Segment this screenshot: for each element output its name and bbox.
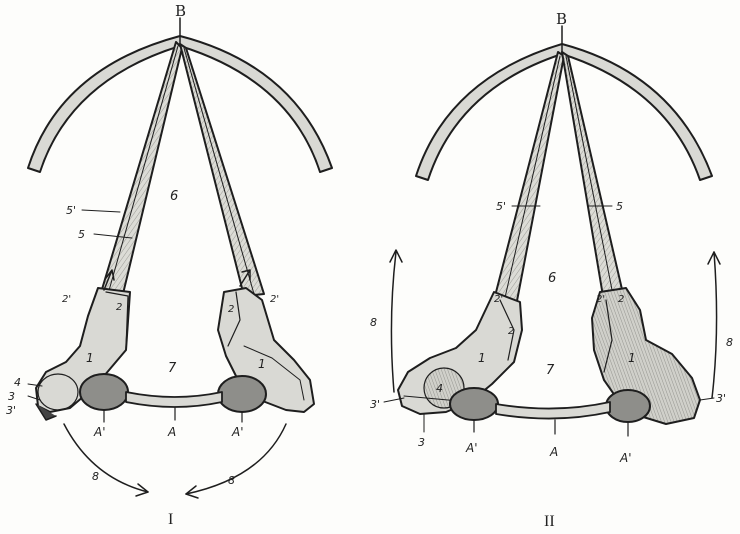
label-Aprime-right-I: A' [231,425,244,439]
label-8-left-II: 8 [370,316,377,329]
label-3prime-I: 3' [6,404,16,417]
label-2-left-II: 2 [508,326,514,337]
label-Aprime-left-I: A' [93,425,106,439]
label-5-I: 5 [78,228,85,241]
arrow-8-left-I [63,423,149,493]
arrow-8-left-II [390,251,397,393]
arrow-8-right-II [711,251,718,399]
label-6-I: 6 [170,189,178,204]
label-7-I: 7 [168,361,177,376]
pointer-5-I [93,233,133,239]
arch-I [27,35,333,173]
label-B-II: B [556,10,567,28]
label-7-II: 7 [546,363,555,378]
label-1-right-II: 1 [628,351,636,365]
figure-I-labels: B 5' 5 6 7 2' 2 2 2' 1 1 4 3 3' A' A A' … [6,2,279,528]
label-5prime-I: 5' [66,204,76,217]
label-3-II: 3 [418,436,425,449]
pointer-5prime-I [81,209,121,213]
label-1-left-II: 1 [478,351,486,365]
label-Aprime-right-II: A' [619,451,632,465]
label-3-I: 3 [8,390,15,403]
label-8-right-II: 8 [726,336,733,349]
bar-A-II [495,401,611,420]
right-rod-II [561,51,625,303]
arrow-8-right-I [185,423,287,495]
label-4-I: 4 [14,376,21,389]
left-rod-I [99,41,183,299]
label-5-II: 5 [616,200,623,213]
label-1-left-I: 1 [86,351,94,365]
label-3prime-left-II: 3' [370,398,380,411]
label-2prime-left-II: 2' [494,294,503,305]
right-rod-I [179,43,265,297]
figure-label-II: II [544,513,555,530]
label-1-right-I: 1 [258,357,266,371]
figure-label-I: I [168,511,173,528]
figure-I [27,17,333,499]
arch-II [415,43,713,181]
bar-A-I [125,391,223,408]
label-2prime-left-I: 2' [62,294,71,305]
figure-II [383,25,721,437]
arrow-right-I [239,269,251,287]
label-Aprime-left-II: A' [465,441,478,455]
label-2-right-II: 2 [618,294,624,305]
label-A-II: A [549,445,558,459]
ossicle-right-I [217,375,267,413]
ossicle-left-I [79,373,129,411]
label-A-I: A [167,425,176,439]
label-2-right-I: 2 [228,304,234,315]
label-8-right-I: 8 [228,474,235,487]
label-4-II: 4 [436,382,443,395]
arrow-left-I [103,269,115,291]
label-2prime-right-I: 2' [270,294,279,305]
circle-4-I [37,373,79,411]
figure-II-labels: B 5' 5 6 7 8 8 2' 2 2' 2 1 1 4 3' 3 3' A… [370,10,733,530]
left-rod-II [493,51,565,307]
label-8-left-I: 8 [92,470,99,483]
label-2prime-right-II: 2' [596,294,605,305]
label-6-II: 6 [548,271,556,286]
label-B-I: B [175,2,186,20]
ossicle-right-II [605,389,651,423]
label-5prime-II: 5' [496,200,506,213]
label-3prime-right-II: 3' [716,392,726,405]
label-2-left-I: 2 [116,302,122,313]
ossicle-left-II [449,387,499,421]
right-bone-mass-II [591,287,701,425]
tip-3prime-I [35,403,57,421]
